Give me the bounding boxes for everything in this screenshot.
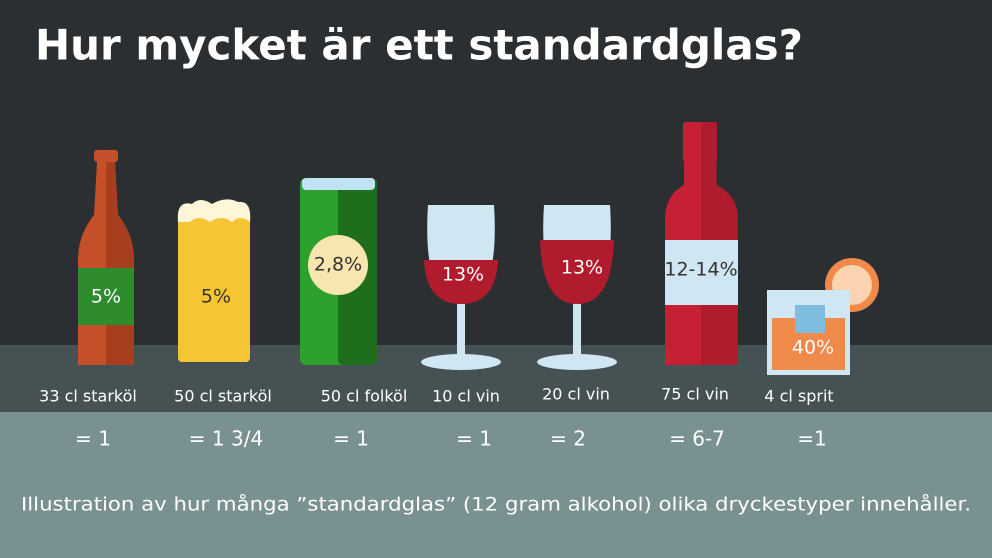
percent: 40% <box>792 337 834 359</box>
beer-glass: 5% <box>177 199 251 362</box>
title: Hur mycket är ett standardglas? <box>35 21 803 70</box>
percent: 12-14% <box>664 259 737 281</box>
item-count: =1 <box>797 427 826 451</box>
item-count: = 6-7 <box>669 427 725 451</box>
item-label: 50 cl starköl <box>174 387 272 406</box>
item-label: 33 cl starköl <box>39 387 137 406</box>
stem <box>573 304 581 356</box>
percent: 13% <box>561 257 603 279</box>
beer <box>178 210 250 362</box>
beer-bottle: 5% <box>78 150 134 365</box>
item-count: = 1 <box>75 427 111 451</box>
wine <box>540 240 614 304</box>
foam <box>177 199 251 222</box>
base <box>421 354 501 370</box>
footer-band <box>0 412 992 558</box>
bottle-label <box>665 240 738 305</box>
item-label: 20 cl vin <box>542 385 610 404</box>
item-label: 10 cl vin <box>432 387 500 406</box>
wine-bottle: 12-14% <box>664 122 738 365</box>
spirit-glass: 40% <box>767 258 879 375</box>
percent: 2,8% <box>314 254 362 276</box>
percent: 13% <box>442 264 484 286</box>
base <box>537 354 617 370</box>
stem <box>457 304 465 356</box>
wine-glass: 13% <box>537 205 617 370</box>
bottle-label <box>78 268 134 325</box>
item-label: 4 cl sprit <box>764 387 833 406</box>
can-badge <box>308 235 368 295</box>
cap <box>94 150 118 162</box>
item-count: = 2 <box>550 427 586 451</box>
percent: 5% <box>91 286 121 308</box>
item-count: = 1 <box>333 427 369 451</box>
wine <box>424 260 498 304</box>
item-label: 50 cl folköl <box>321 387 408 406</box>
percent: 5% <box>201 286 231 308</box>
item-count: = 1 <box>456 427 492 451</box>
ice-cube <box>795 305 825 333</box>
item-count: = 1 3/4 <box>189 427 263 451</box>
wine-glass-small: 13% <box>421 205 501 370</box>
can-top <box>302 178 375 190</box>
beer-can: 2,8% <box>300 178 377 365</box>
caption: Illustration av hur många ”standardglas”… <box>21 493 971 516</box>
item-label: 75 cl vin <box>661 385 729 404</box>
